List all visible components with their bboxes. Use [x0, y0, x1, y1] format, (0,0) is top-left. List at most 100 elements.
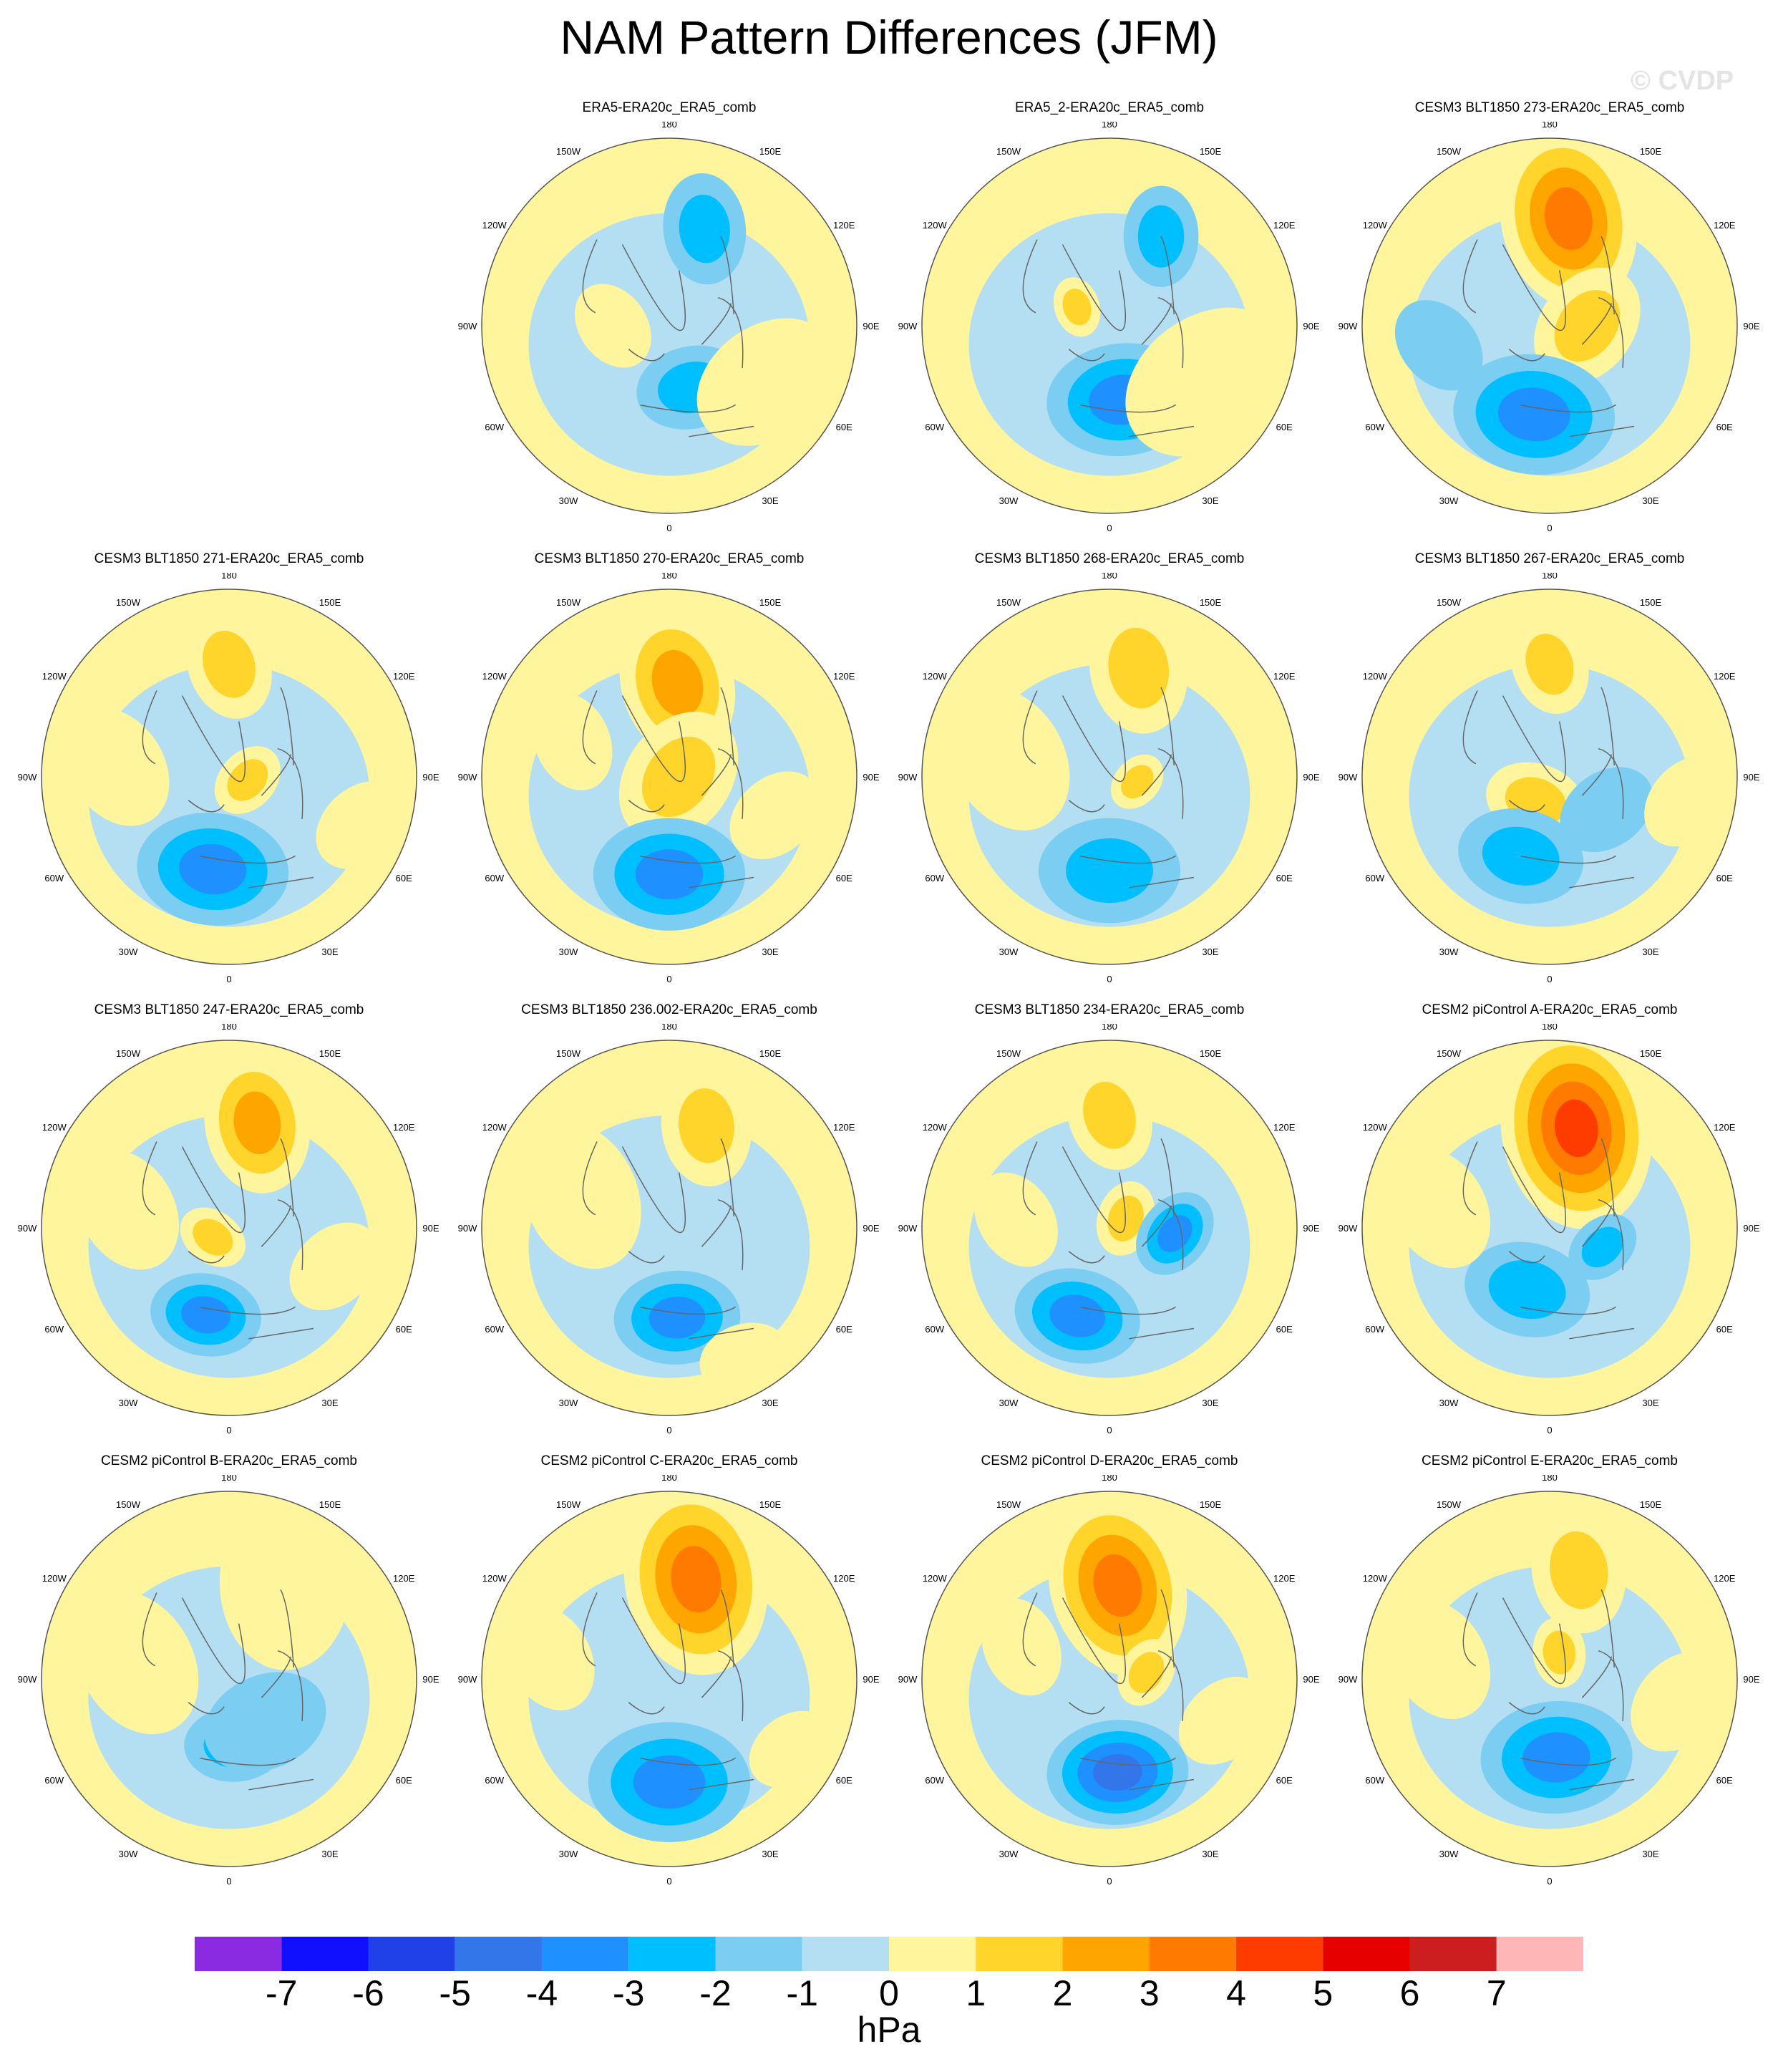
contour-blob — [219, 1493, 351, 1670]
coastline — [188, 1251, 225, 1264]
polar-map: 180 150E 120E 90E 60E 30E 0 30W 60W 90W 120W 150W — [898, 122, 1320, 533]
panel-title: CESM3 BLT1850 236.002-ERA20c_ERA5_comb — [521, 1002, 817, 1017]
coastline — [1598, 747, 1624, 819]
lon-label: 120W — [482, 1573, 507, 1584]
coastline — [640, 1306, 737, 1315]
lon-label: 120W — [482, 220, 507, 231]
coastline — [1508, 349, 1545, 362]
lon-label: 90E — [863, 1674, 879, 1685]
lon-label: 60W — [44, 873, 64, 883]
lon-label: 150E — [1640, 146, 1662, 157]
colorbar-box — [195, 1937, 282, 1971]
map-panel: CESM3 BLT1850 271-ERA20c_ERA5_comb 180 150… — [14, 551, 444, 1002]
coastline — [1502, 244, 1566, 331]
contour-blob — [946, 687, 1070, 831]
map-panel: CESM3 BLT1850 247-ERA20c_ERA5_comb 180 150… — [14, 1002, 444, 1453]
coastline — [1080, 1306, 1177, 1315]
lon-label: 120W — [482, 1122, 507, 1133]
contour-blob — [696, 318, 837, 446]
lon-label: 180 — [1102, 1024, 1117, 1032]
map-panel: CESM3 BLT1850 268-ERA20c_ERA5_comb 180 150… — [895, 551, 1324, 1002]
lon-label: 60W — [1365, 422, 1384, 432]
coastline — [280, 687, 295, 766]
contour-blob — [1631, 1652, 1728, 1752]
contour-blob — [671, 1546, 722, 1613]
contour-blob — [1581, 1226, 1624, 1268]
coastline — [1600, 687, 1616, 766]
lon-label: 0 — [1547, 974, 1552, 984]
colorbar-box — [1409, 1937, 1497, 1971]
lon-label: 90E — [863, 772, 879, 783]
contour-blob — [679, 194, 730, 263]
colorbar-tick-label: 3 — [1139, 1973, 1160, 2013]
contour-blob — [289, 1222, 380, 1311]
coastline — [1462, 690, 1478, 765]
contour-blob — [1083, 1081, 1136, 1149]
coastline — [582, 239, 598, 314]
panel-title: CESM2 piControl C-ERA20c_ERA5_comb — [540, 1453, 798, 1468]
lon-label: 30W — [119, 1849, 138, 1859]
lon-label: 180 — [1542, 122, 1558, 130]
coastline — [1068, 1251, 1105, 1264]
lon-label: 30W — [999, 947, 1019, 957]
coastline — [1581, 1656, 1612, 1698]
polar-map: 180 150E 120E 90E 60E 30E 0 30W 60W 90W 120W 150W — [898, 1024, 1320, 1436]
coastline — [717, 1199, 744, 1270]
coastline — [1160, 1138, 1175, 1217]
lon-label: 180 — [1542, 1024, 1558, 1032]
coastline — [1022, 1592, 1038, 1667]
map-panel: ERA5-ERA20c_ERA5_comb 180 150E 120E 90E 60E 30… — [455, 100, 884, 551]
lon-label: 120W — [1363, 1122, 1388, 1133]
lon-label: 30E — [321, 1849, 338, 1859]
coastline — [582, 1141, 598, 1216]
map-panel: CESM3 BLT1850 267-ERA20c_ERA5_comb 180 150… — [1335, 551, 1764, 1002]
coastline — [689, 1327, 754, 1340]
lon-label: 120E — [1273, 1573, 1296, 1584]
coastline — [277, 747, 303, 819]
lon-label: 90E — [1303, 321, 1319, 331]
lon-label: 0 — [1547, 1425, 1552, 1436]
contour-blob — [1488, 1260, 1566, 1320]
lon-label: 60E — [836, 873, 852, 883]
map-border — [921, 137, 1298, 514]
coastline — [1157, 1199, 1184, 1270]
panel-title: CESM3 BLT1850 267-ERA20c_ERA5_comb — [1414, 551, 1685, 566]
lon-label: 60E — [1716, 422, 1733, 432]
map-border — [481, 589, 858, 965]
lon-label: 60W — [1365, 873, 1384, 883]
lon-label: 120E — [393, 671, 415, 682]
lon-label: 150W — [116, 597, 141, 608]
lon-label: 60E — [1276, 422, 1293, 432]
coastline — [1598, 296, 1624, 368]
map-panel: CESM2 piControl D-ERA20c_ERA5_comb 180 150… — [895, 1453, 1324, 1904]
coastline — [248, 876, 314, 889]
lon-label: 90W — [458, 1674, 477, 1685]
coastline — [200, 1306, 296, 1315]
lon-label: 150W — [1437, 1499, 1462, 1510]
lon-label: 150W — [1437, 1048, 1462, 1059]
lon-label: 180 — [221, 573, 237, 581]
lon-label: 0 — [666, 1876, 671, 1887]
map-panel: CESM2 piControl E-ERA20c_ERA5_comb 180 150… — [1335, 1453, 1764, 1904]
lon-label: 60E — [1276, 1324, 1293, 1335]
lon-label: 120W — [42, 1573, 67, 1584]
map-panel: CESM3 BLT1850 270-ERA20c_ERA5_comb 180 150… — [455, 551, 884, 1002]
lon-label: 30E — [1202, 1849, 1218, 1859]
coastline — [261, 1656, 291, 1698]
lon-label: 120E — [833, 1122, 855, 1133]
contour-blob — [679, 1088, 734, 1163]
contour-blob — [203, 630, 256, 698]
lon-label: 30E — [1202, 947, 1218, 957]
lon-label: 120E — [1273, 220, 1296, 231]
lon-label: 90W — [898, 321, 918, 331]
lon-label: 120W — [923, 220, 948, 231]
lon-label: 90E — [1303, 772, 1319, 783]
lon-label: 120W — [923, 1573, 948, 1584]
contour-blob — [1394, 300, 1483, 391]
coastline — [628, 1702, 665, 1715]
polar-map: 180 150E 120E 90E 60E 30E 0 30W 60W 90W 120W 150W — [458, 1475, 880, 1887]
lon-label: 30E — [321, 947, 338, 957]
coastline — [1129, 1778, 1195, 1791]
coastline — [1600, 1138, 1616, 1217]
lon-label: 90E — [1743, 321, 1759, 331]
